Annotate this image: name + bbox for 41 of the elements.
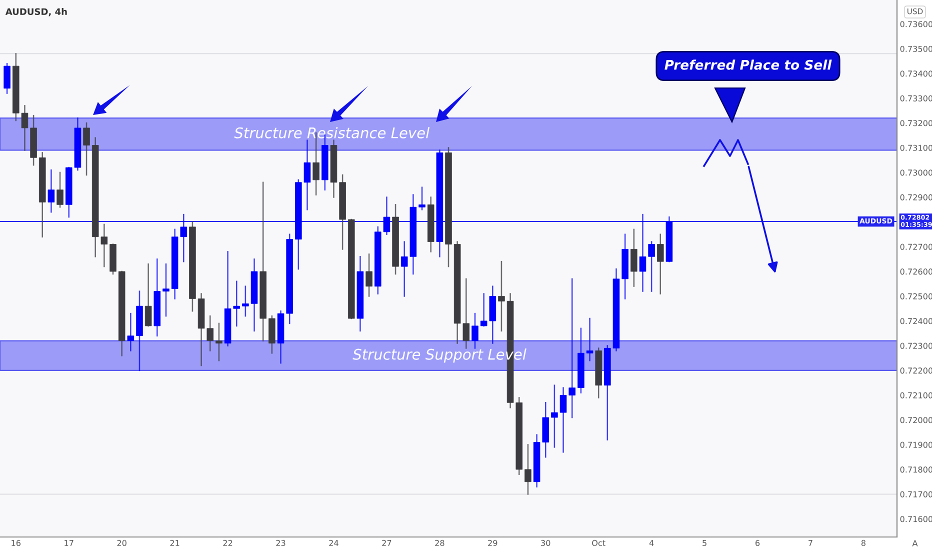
candlestick [83, 122, 90, 176]
x-tick-label: 8 [861, 540, 866, 546]
candlestick [418, 186, 426, 210]
x-tick-label: 24 [329, 540, 338, 546]
candlestick [48, 169, 55, 213]
candlestick [162, 263, 170, 317]
x-tick-label: 4 [649, 540, 654, 546]
band-label: Structure Resistance Level [234, 127, 430, 138]
x-tick-label: Oct [592, 540, 606, 546]
annotation: Preferred Place to Sell [664, 60, 832, 70]
x-tick-label: 7 [808, 540, 812, 546]
text: AUDUSD, 4h [5, 8, 67, 16]
candlestick [366, 254, 372, 297]
text: A [912, 540, 918, 546]
candlestick [639, 214, 646, 292]
x-tick-label: 20 [117, 540, 126, 546]
x-tick-label: 6 [756, 540, 760, 546]
candlestick [216, 322, 222, 362]
x-tick-label: 21 [170, 540, 180, 546]
candlestick [472, 312, 478, 349]
candlestick [524, 444, 532, 495]
candlestick [648, 241, 655, 292]
x-tick-label: 23 [276, 540, 286, 546]
candlestick [586, 318, 594, 362]
x-tick-label: 27 [382, 540, 392, 546]
candlestick [242, 286, 249, 317]
x-tick-label: 17 [64, 540, 74, 546]
x-tick-label: 22 [223, 540, 232, 546]
candlestick [498, 260, 505, 332]
candlestick [657, 234, 664, 294]
candlestick [144, 263, 152, 327]
candlestick [127, 312, 134, 352]
candlestick [4, 62, 10, 94]
candlestick [630, 228, 638, 287]
x-tick-label: 16 [12, 540, 21, 546]
x-tick-label: 5 [702, 540, 706, 546]
x-tick-label: 30 [541, 540, 550, 546]
candlestick [551, 384, 558, 448]
candlestick [56, 172, 64, 208]
x-tick-label: 29 [488, 540, 498, 546]
x-tick-label: 28 [435, 540, 444, 546]
